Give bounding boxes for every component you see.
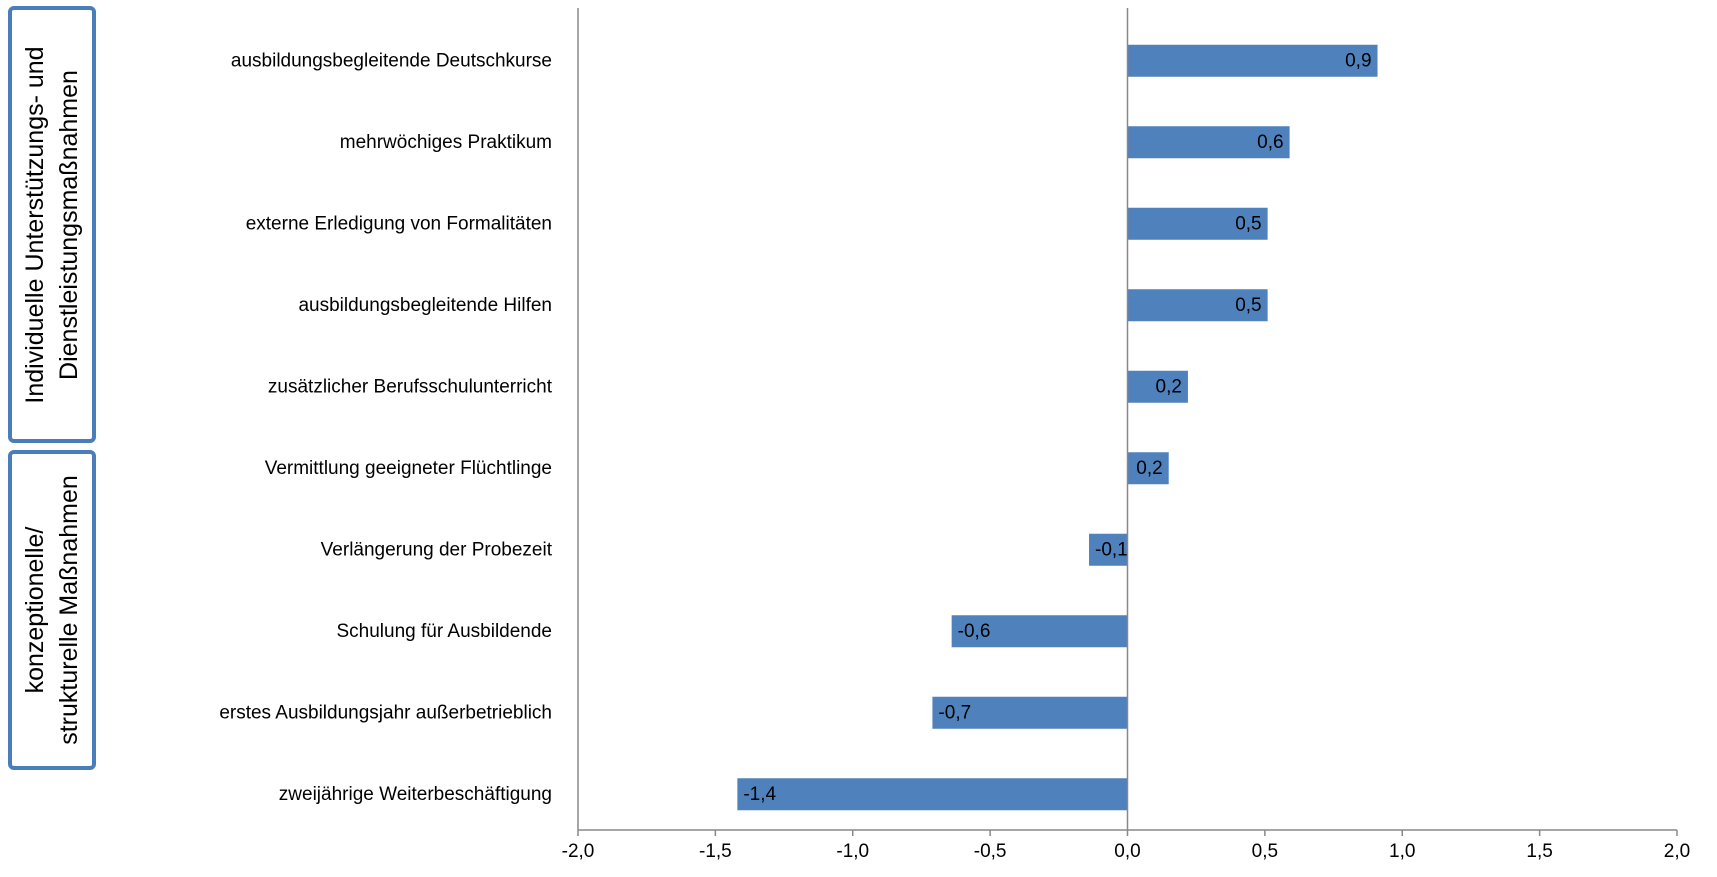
category-label: Verlängerung der Probezeit — [321, 539, 553, 560]
group-box-individual: Individuelle Unterstützungs- und Dienstl… — [8, 6, 96, 443]
data-label: 0,6 — [1257, 132, 1283, 153]
category-label: ausbildungsbegleitende Deutschkurse — [231, 50, 552, 71]
category-label: zusätzlicher Berufsschulunterricht — [268, 376, 553, 397]
bar — [1127, 126, 1290, 159]
category-label: Schulung für Ausbildende — [337, 621, 553, 642]
data-label: -0,6 — [958, 621, 991, 642]
bar — [1089, 533, 1128, 566]
x-tick-label: -2,0 — [562, 841, 595, 862]
x-tick-label: -1,5 — [699, 841, 732, 862]
bar — [1127, 207, 1268, 240]
bar — [1127, 452, 1169, 485]
x-tick-label: -0,5 — [974, 841, 1007, 862]
x-tick-label: 1,0 — [1389, 841, 1415, 862]
bar — [1127, 44, 1378, 77]
category-label: erstes Ausbildungsjahr außerbetrieblich — [219, 702, 552, 723]
category-label: ausbildungsbegleitende Hilfen — [298, 295, 552, 316]
category-label: externe Erledigung von Formalitäten — [246, 213, 552, 234]
group-box-structural: konzeptionelle/ strukturelle Maßnahmen — [8, 450, 96, 770]
x-tick-label: 2,0 — [1664, 841, 1690, 862]
data-label: 0,9 — [1345, 50, 1371, 71]
x-tick-label: 0,5 — [1252, 841, 1278, 862]
data-label: 0,2 — [1156, 376, 1182, 397]
data-label: -0,1 — [1095, 539, 1128, 560]
bar — [932, 696, 1128, 729]
data-label: -1,4 — [743, 784, 776, 805]
bar — [951, 615, 1128, 648]
bar — [1127, 289, 1268, 322]
category-label: mehrwöchiges Praktikum — [340, 132, 552, 153]
data-label: 0,5 — [1235, 213, 1261, 234]
data-label: 0,5 — [1235, 295, 1261, 316]
x-tick-label: -1,0 — [836, 841, 869, 862]
bar — [737, 778, 1128, 811]
category-label: Vermittlung geeigneter Flüchtlinge — [265, 458, 552, 479]
x-tick-label: 0,0 — [1114, 841, 1140, 862]
bar — [1127, 370, 1188, 403]
data-label: 0,2 — [1136, 458, 1162, 479]
category-label: zweijährige Weiterbeschäftigung — [279, 784, 552, 805]
data-label: -0,7 — [938, 702, 971, 723]
x-tick-label: 1,5 — [1526, 841, 1552, 862]
